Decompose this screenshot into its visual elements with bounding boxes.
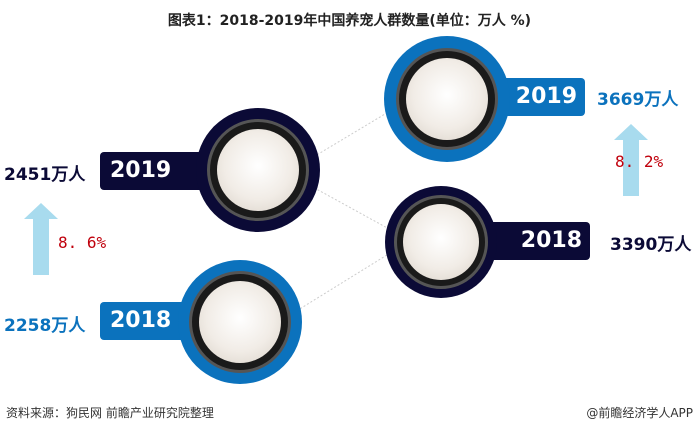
- year-label: 2018: [110, 308, 172, 333]
- chart-title: 图表1：2018-2019年中国养宠人群数量(单位：万人 %): [167, 13, 532, 29]
- dog-icon: [403, 204, 479, 280]
- cat-icon: [217, 129, 299, 211]
- dog-growth: 8. 2%: [615, 152, 664, 171]
- source-note: 资料来源：狗民网 前瞻产业研究院整理: [6, 406, 214, 420]
- dog-2018-value: 3390万人: [610, 235, 692, 255]
- cat-2018-value: 2258万人: [4, 316, 86, 336]
- year-label: 2018: [520, 228, 582, 253]
- brand-credit: @前瞻经济学人APP: [586, 406, 693, 420]
- growth-arrow-icon: [614, 124, 648, 196]
- cat-icon: [199, 281, 281, 363]
- dog-2019-value: 3669万人: [597, 90, 679, 110]
- growth-arrow-icon: [24, 203, 58, 275]
- year-label: 2019: [110, 158, 172, 183]
- year-label: 2019: [515, 84, 577, 109]
- cat-2019-value: 2451万人: [4, 165, 86, 185]
- dog-icon: [406, 58, 488, 140]
- cat-growth: 8. 6%: [58, 233, 107, 252]
